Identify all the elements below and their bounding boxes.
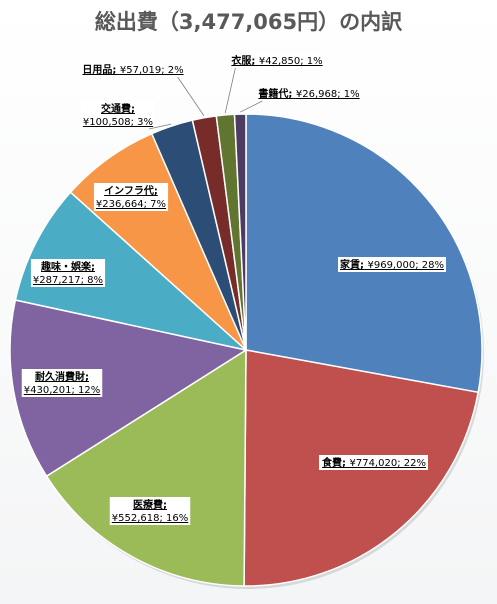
- data-label-9-line-1: 衣服; ¥42,850; 1%: [231, 54, 322, 67]
- data-label-2: 食費; ¥774,020; 22%: [319, 455, 428, 470]
- data-label-2-line-1: 食費; ¥774,020; 22%: [321, 456, 426, 469]
- data-label-3-box: [109, 497, 191, 525]
- leader-line-9: [224, 67, 236, 113]
- data-label-10-box: [256, 86, 362, 101]
- data-label-6-line-2: ¥236,664; 7%: [96, 199, 166, 210]
- pie-slice-3: [45, 348, 247, 587]
- pie-slice-5: [14, 191, 249, 352]
- chart-title: 総出費（3,477,065円）の内訳: [94, 10, 403, 34]
- data-label-5-box: [30, 259, 106, 287]
- data-label-8-line-1: 日用品; ¥57,019; 2%: [82, 64, 183, 76]
- data-label-5-line-1: 趣味・娯楽;: [40, 260, 95, 273]
- leader-line-7: [148, 123, 172, 130]
- data-label-1-box: [338, 257, 446, 272]
- data-label-10: 書籍代; ¥26,968; 1%: [256, 86, 362, 101]
- data-label-3-line-1: 医療費;: [133, 498, 167, 511]
- data-label-4-line-2: ¥430,201; 12%: [24, 385, 101, 396]
- data-label-7-line-1: 交通費;: [101, 102, 135, 115]
- data-label-3-line-2: ¥552,618; 16%: [112, 513, 189, 524]
- pie-slice-10: [233, 113, 247, 351]
- data-label-8-box: [80, 63, 186, 77]
- data-label-3: 医療費; ¥552,618; 16%: [109, 497, 191, 525]
- data-label-8: 日用品; ¥57,019; 2%: [80, 63, 186, 77]
- data-label-7-line-2: ¥100,508; 3%: [83, 117, 153, 128]
- leader-line-8: [177, 76, 205, 116]
- data-label-10-line-1: 書籍代; ¥26,968; 1%: [258, 87, 359, 100]
- data-label-7: 交通費; ¥100,508; 3%: [80, 101, 156, 129]
- data-label-4-line-1: 耐久消費財;: [35, 370, 89, 383]
- data-label-6: インフラ代; ¥236,664; 7%: [93, 183, 169, 211]
- data-label-4-box: [21, 369, 103, 397]
- data-label-5: 趣味・娯楽; ¥287,217; 8%: [30, 259, 106, 287]
- data-label-6-line-1: インフラ代;: [104, 184, 158, 197]
- data-label-2-box: [319, 455, 428, 470]
- data-label-6-box: [93, 183, 169, 211]
- data-label-1-line-1: 家賃; ¥969,000; 28%: [340, 258, 444, 271]
- pie-slice-1: [245, 113, 483, 394]
- data-label-4: 耐久消費財; ¥430,201; 12%: [21, 369, 103, 397]
- data-label-7-box: [80, 101, 156, 129]
- data-label-9-box: [229, 53, 325, 68]
- data-label-9: 衣服; ¥42,850; 1%: [229, 53, 325, 68]
- data-label-5-line-2: ¥287,217; 8%: [33, 275, 103, 286]
- data-label-1: 家賃; ¥969,000; 28%: [338, 257, 446, 272]
- leader-line-10: [240, 100, 263, 113]
- pie-slice-4: [9, 299, 248, 478]
